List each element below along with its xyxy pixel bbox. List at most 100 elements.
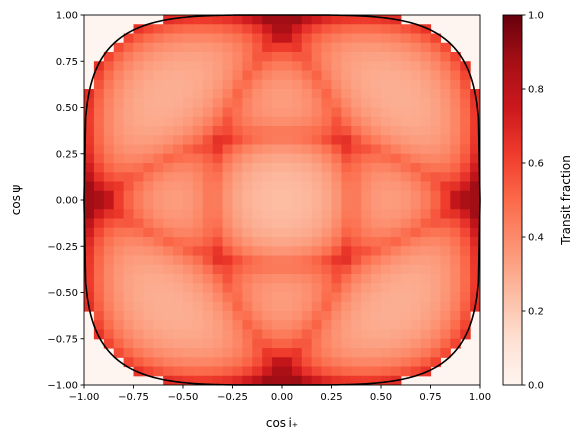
heatmap-cell	[163, 209, 174, 220]
heatmap-cell	[183, 70, 194, 81]
heatmap-cell	[291, 190, 303, 201]
heatmap-cell	[321, 274, 333, 284]
heatmap-cell	[232, 107, 243, 118]
heatmap-cell	[232, 301, 243, 312]
heatmap-cell	[222, 15, 234, 25]
heatmap-cell	[341, 338, 352, 349]
heatmap-cell	[440, 237, 451, 247]
heatmap-cell	[301, 357, 313, 368]
heatmap-cell	[262, 255, 273, 266]
heatmap-cell	[103, 79, 115, 90]
heatmap-cell	[212, 98, 224, 109]
heatmap-cell	[420, 89, 432, 99]
heatmap-cell	[252, 135, 263, 146]
heatmap-cell	[371, 153, 382, 164]
y-tick-label: −1.00	[47, 381, 78, 392]
heatmap-cell	[390, 311, 402, 321]
heatmap-cell	[361, 311, 372, 321]
heatmap-cell	[183, 366, 194, 377]
heatmap-cell	[460, 153, 471, 164]
heatmap-cell	[430, 218, 441, 229]
heatmap-cell	[410, 52, 422, 62]
heatmap-cell	[430, 320, 441, 331]
heatmap-cell	[351, 274, 362, 284]
heatmap-cell	[272, 283, 283, 294]
heatmap-cell	[103, 237, 115, 247]
heatmap-cell	[163, 107, 174, 118]
heatmap-cell	[410, 172, 422, 183]
heatmap-cell	[321, 61, 333, 72]
heatmap-cell	[331, 190, 342, 201]
colorbar-tick-label: 1.0	[528, 11, 544, 22]
heatmap-cell	[242, 246, 253, 257]
heatmap-cell	[222, 163, 234, 173]
heatmap-cell	[222, 89, 234, 99]
heatmap-cell	[153, 33, 164, 44]
heatmap-cell	[291, 42, 303, 53]
heatmap-cell	[371, 246, 382, 257]
heatmap-cell	[153, 163, 164, 173]
heatmap-cell	[163, 144, 174, 155]
heatmap-cell	[183, 126, 194, 136]
heatmap-cell	[282, 153, 293, 164]
heatmap-cell	[103, 153, 115, 164]
heatmap-cell	[390, 301, 402, 312]
heatmap-cell	[173, 348, 184, 358]
heatmap-cell	[272, 24, 283, 35]
heatmap-cell	[232, 311, 243, 321]
colorbar-tick-label: 0.2	[528, 307, 544, 318]
heatmap-cell	[192, 311, 204, 321]
heatmap-cell	[361, 42, 372, 53]
heatmap-cell	[301, 61, 313, 72]
heatmap-cell	[242, 33, 253, 44]
heatmap-cell	[410, 255, 422, 266]
heatmap-cell	[93, 98, 105, 109]
heatmap-cell	[113, 218, 125, 229]
heatmap-cell	[113, 329, 125, 340]
heatmap-cell	[183, 107, 194, 118]
heatmap-cell	[311, 246, 323, 257]
heatmap-cell	[153, 338, 164, 349]
heatmap-cell	[430, 42, 441, 53]
heatmap-cell	[232, 200, 243, 210]
heatmap-cell	[301, 274, 313, 284]
heatmap-cell	[262, 98, 273, 109]
heatmap-cell	[351, 61, 362, 72]
heatmap-cell	[192, 163, 204, 173]
heatmap-cell	[93, 190, 105, 201]
heatmap-cell	[212, 153, 224, 164]
heatmap-cell	[163, 237, 174, 247]
heatmap-cell	[460, 227, 471, 238]
heatmap-cell	[222, 107, 234, 118]
heatmap-cell	[262, 126, 273, 136]
heatmap-cell	[430, 274, 441, 284]
heatmap-cell	[123, 61, 135, 72]
heatmap-cell	[341, 144, 352, 155]
heatmap-cell	[212, 79, 224, 90]
heatmap-cell	[430, 255, 441, 266]
heatmap-cell	[192, 274, 204, 284]
heatmap-cell	[123, 264, 135, 275]
heatmap-cell	[410, 61, 422, 72]
heatmap-cell	[173, 33, 184, 44]
heatmap-cell	[321, 338, 333, 349]
heatmap-cell	[311, 116, 323, 127]
heatmap-cell	[400, 172, 412, 183]
heatmap-cell	[153, 283, 164, 294]
heatmap-cell	[430, 292, 441, 303]
heatmap-cell	[470, 227, 480, 238]
heatmap-cell	[410, 357, 422, 368]
heatmap-cell	[291, 116, 303, 127]
heatmap-cell	[420, 237, 432, 247]
heatmap-cell	[252, 246, 263, 257]
heatmap-cell	[351, 42, 362, 53]
heatmap-cell	[192, 283, 204, 294]
heatmap-cell	[183, 264, 194, 275]
heatmap-cell	[381, 126, 392, 136]
heatmap-cell	[420, 292, 432, 303]
heatmap-cell	[84, 135, 95, 146]
heatmap-cell	[192, 366, 204, 377]
colorbar: 0.00.20.40.60.81.0 Transit fraction	[502, 11, 573, 392]
heatmap-cell	[163, 283, 174, 294]
